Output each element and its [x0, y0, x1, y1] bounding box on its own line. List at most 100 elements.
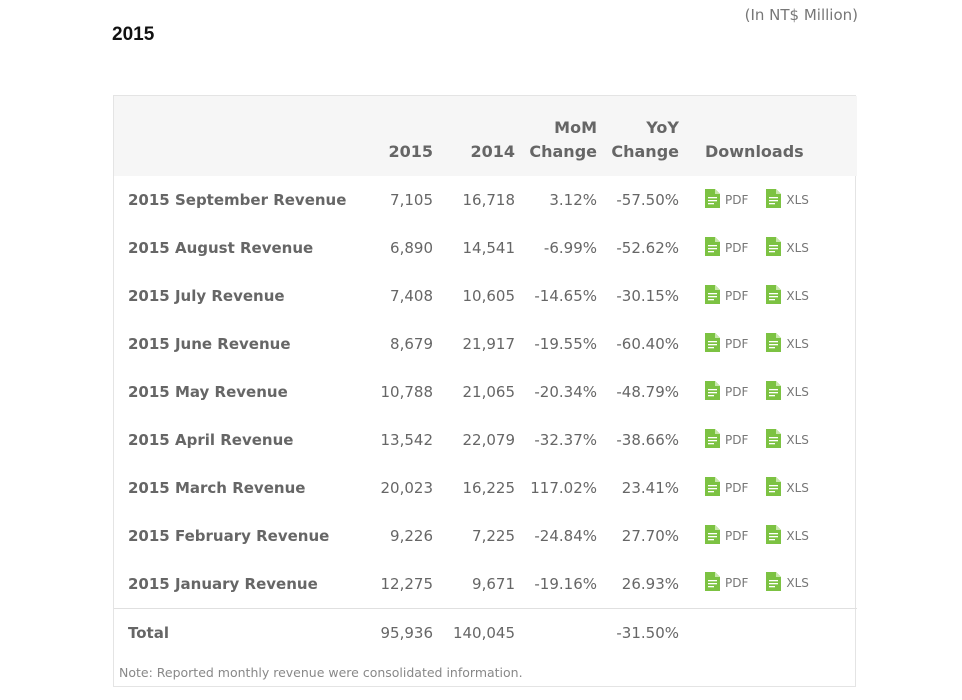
xls-download-link[interactable]: XLS	[766, 380, 809, 403]
xls-file-icon	[766, 284, 782, 307]
row-yoy-change: -60.40%	[616, 335, 679, 353]
xls-label: XLS	[786, 384, 809, 399]
row-downloads: PDF XLS	[685, 368, 857, 416]
pdf-download-link[interactable]: PDF	[705, 236, 749, 259]
pdf-download-link[interactable]: PDF	[705, 332, 748, 355]
xls-file-icon	[766, 572, 782, 594]
xls-label: XLS	[786, 576, 809, 591]
xls-label: XLS	[786, 288, 809, 303]
row-label: 2015 May Revenue	[128, 383, 288, 401]
total-2015: 95,936	[380, 624, 434, 643]
row-2015-value: 12,275	[380, 574, 434, 593]
header-downloads: Downloads	[705, 142, 804, 161]
table-row: 2015 February Revenue 9,226 7,225 -24.84% 27…	[114, 512, 857, 560]
pdf-download-link[interactable]: PDF	[705, 380, 749, 403]
row-mom-change: 117.02%	[530, 479, 597, 497]
xls-label: XLS	[786, 336, 809, 351]
table-row: 2015 August Revenue 6,890 14,541 -6.99% -52.…	[114, 224, 857, 272]
row-2015-value: 10,788	[380, 383, 434, 401]
row-label: 2015 February Revenue	[128, 527, 330, 545]
row-yoy-change: -38.66%	[616, 431, 679, 449]
pdf-download-link[interactable]: PDF	[705, 476, 749, 499]
row-2014-value: 22,079	[462, 431, 516, 449]
table-row: 2015 May Revenue 10,788 21,065 -20.34% -48.7…	[114, 368, 857, 416]
pdf-label: PDF	[725, 192, 749, 207]
xls-download-link[interactable]: XLS	[766, 476, 809, 499]
pdf-file-icon	[705, 284, 720, 307]
row-label: 2015 August Revenue	[128, 239, 314, 257]
header-yoy-change: YoY Change	[603, 96, 685, 176]
xls-label: XLS	[786, 480, 809, 495]
table-body: 2015 September Revenue 7,105 16,718 3.12% -5…	[114, 176, 857, 608]
row-mom-change: -19.55%	[534, 335, 597, 353]
xls-label: XLS	[786, 192, 809, 207]
xls-download-link[interactable]: XLS	[766, 284, 809, 307]
xls-download-link[interactable]: XLS	[766, 572, 809, 594]
pdf-file-icon	[705, 476, 720, 499]
pdf-file-icon	[705, 332, 720, 355]
row-2014-value: 21,065	[462, 383, 516, 401]
pdf-file-icon	[705, 236, 720, 259]
row-downloads: PDF XLS	[685, 560, 857, 608]
row-label: 2015 June Revenue	[128, 335, 291, 353]
table-row: 2015 January Revenue 12,275 9,671 -19.16% 26…	[114, 560, 857, 608]
xls-label: XLS	[786, 528, 809, 543]
header-label	[114, 96, 368, 176]
pdf-file-icon	[705, 428, 720, 451]
table-row: 2015 April Revenue 13,542 22,079 -32.37% -38…	[114, 416, 857, 464]
row-2015-value: 7,408	[390, 287, 433, 305]
pdf-download-link[interactable]: PDF	[705, 524, 748, 547]
table-row: 2015 July Revenue 7,408 10,605 -14.65% -30.1…	[114, 272, 857, 320]
row-downloads: PDF XLS	[685, 176, 857, 224]
total-label: Total	[128, 624, 169, 643]
pdf-file-icon	[705, 524, 720, 547]
row-downloads: PDF XLS	[685, 272, 857, 320]
xls-download-link[interactable]: XLS	[766, 524, 809, 547]
row-2015-value: 6,890	[390, 239, 433, 257]
xls-file-icon	[766, 188, 782, 211]
row-mom-change: -20.34%	[534, 383, 597, 401]
row-2014-value: 14,541	[462, 239, 516, 257]
xls-file-icon	[766, 428, 782, 451]
xls-file-icon	[766, 236, 782, 259]
xls-download-link[interactable]: XLS	[766, 332, 809, 355]
header-yoy-line2: Change	[611, 142, 679, 161]
header-mom-change: MoM Change	[521, 96, 603, 176]
xls-file-icon	[766, 332, 782, 355]
header-yoy-line1: YoY	[646, 118, 679, 137]
row-downloads: PDF XLS	[685, 320, 857, 368]
pdf-download-link[interactable]: PDF	[705, 284, 748, 307]
row-yoy-change: -30.15%	[616, 287, 679, 305]
pdf-download-link[interactable]: PDF	[705, 428, 748, 451]
revenue-table-panel: 2015 2014 MoM Change YoY Change Downloads …	[113, 95, 857, 687]
xls-download-link[interactable]: XLS	[766, 188, 809, 211]
row-mom-change: -19.16%	[534, 574, 597, 593]
row-label: 2015 September Revenue	[128, 191, 347, 209]
pdf-label: PDF	[725, 384, 749, 399]
row-2015-value: 13,542	[380, 431, 434, 449]
header-2014: 2014	[470, 142, 515, 161]
year-heading: 2015	[112, 24, 155, 45]
header-mom-line1: MoM	[554, 118, 597, 137]
row-2014-value: 7,225	[472, 527, 515, 545]
header-mom-line2: Change	[529, 142, 597, 161]
row-label: 2015 March Revenue	[128, 479, 306, 497]
xls-file-icon	[766, 476, 782, 499]
pdf-label: PDF	[725, 480, 749, 495]
row-yoy-change: -48.79%	[616, 383, 679, 401]
row-label: 2015 July Revenue	[128, 287, 285, 305]
pdf-label: PDF	[725, 240, 749, 255]
total-mom	[521, 608, 603, 658]
total-yoy: -31.50%	[616, 624, 679, 643]
row-downloads: PDF XLS	[685, 464, 857, 512]
header-2015: 2015	[388, 142, 433, 161]
pdf-label: PDF	[725, 576, 749, 591]
row-downloads: PDF XLS	[685, 512, 857, 560]
row-2014-value: 16,718	[462, 191, 516, 209]
pdf-download-link[interactable]: PDF	[705, 188, 749, 211]
table-header-row: 2015 2014 MoM Change YoY Change Downloads	[114, 96, 857, 176]
table-row: 2015 September Revenue 7,105 16,718 3.12% -5…	[114, 176, 857, 224]
xls-download-link[interactable]: XLS	[766, 428, 809, 451]
xls-download-link[interactable]: XLS	[766, 236, 809, 259]
pdf-download-link[interactable]: PDF	[705, 572, 748, 594]
